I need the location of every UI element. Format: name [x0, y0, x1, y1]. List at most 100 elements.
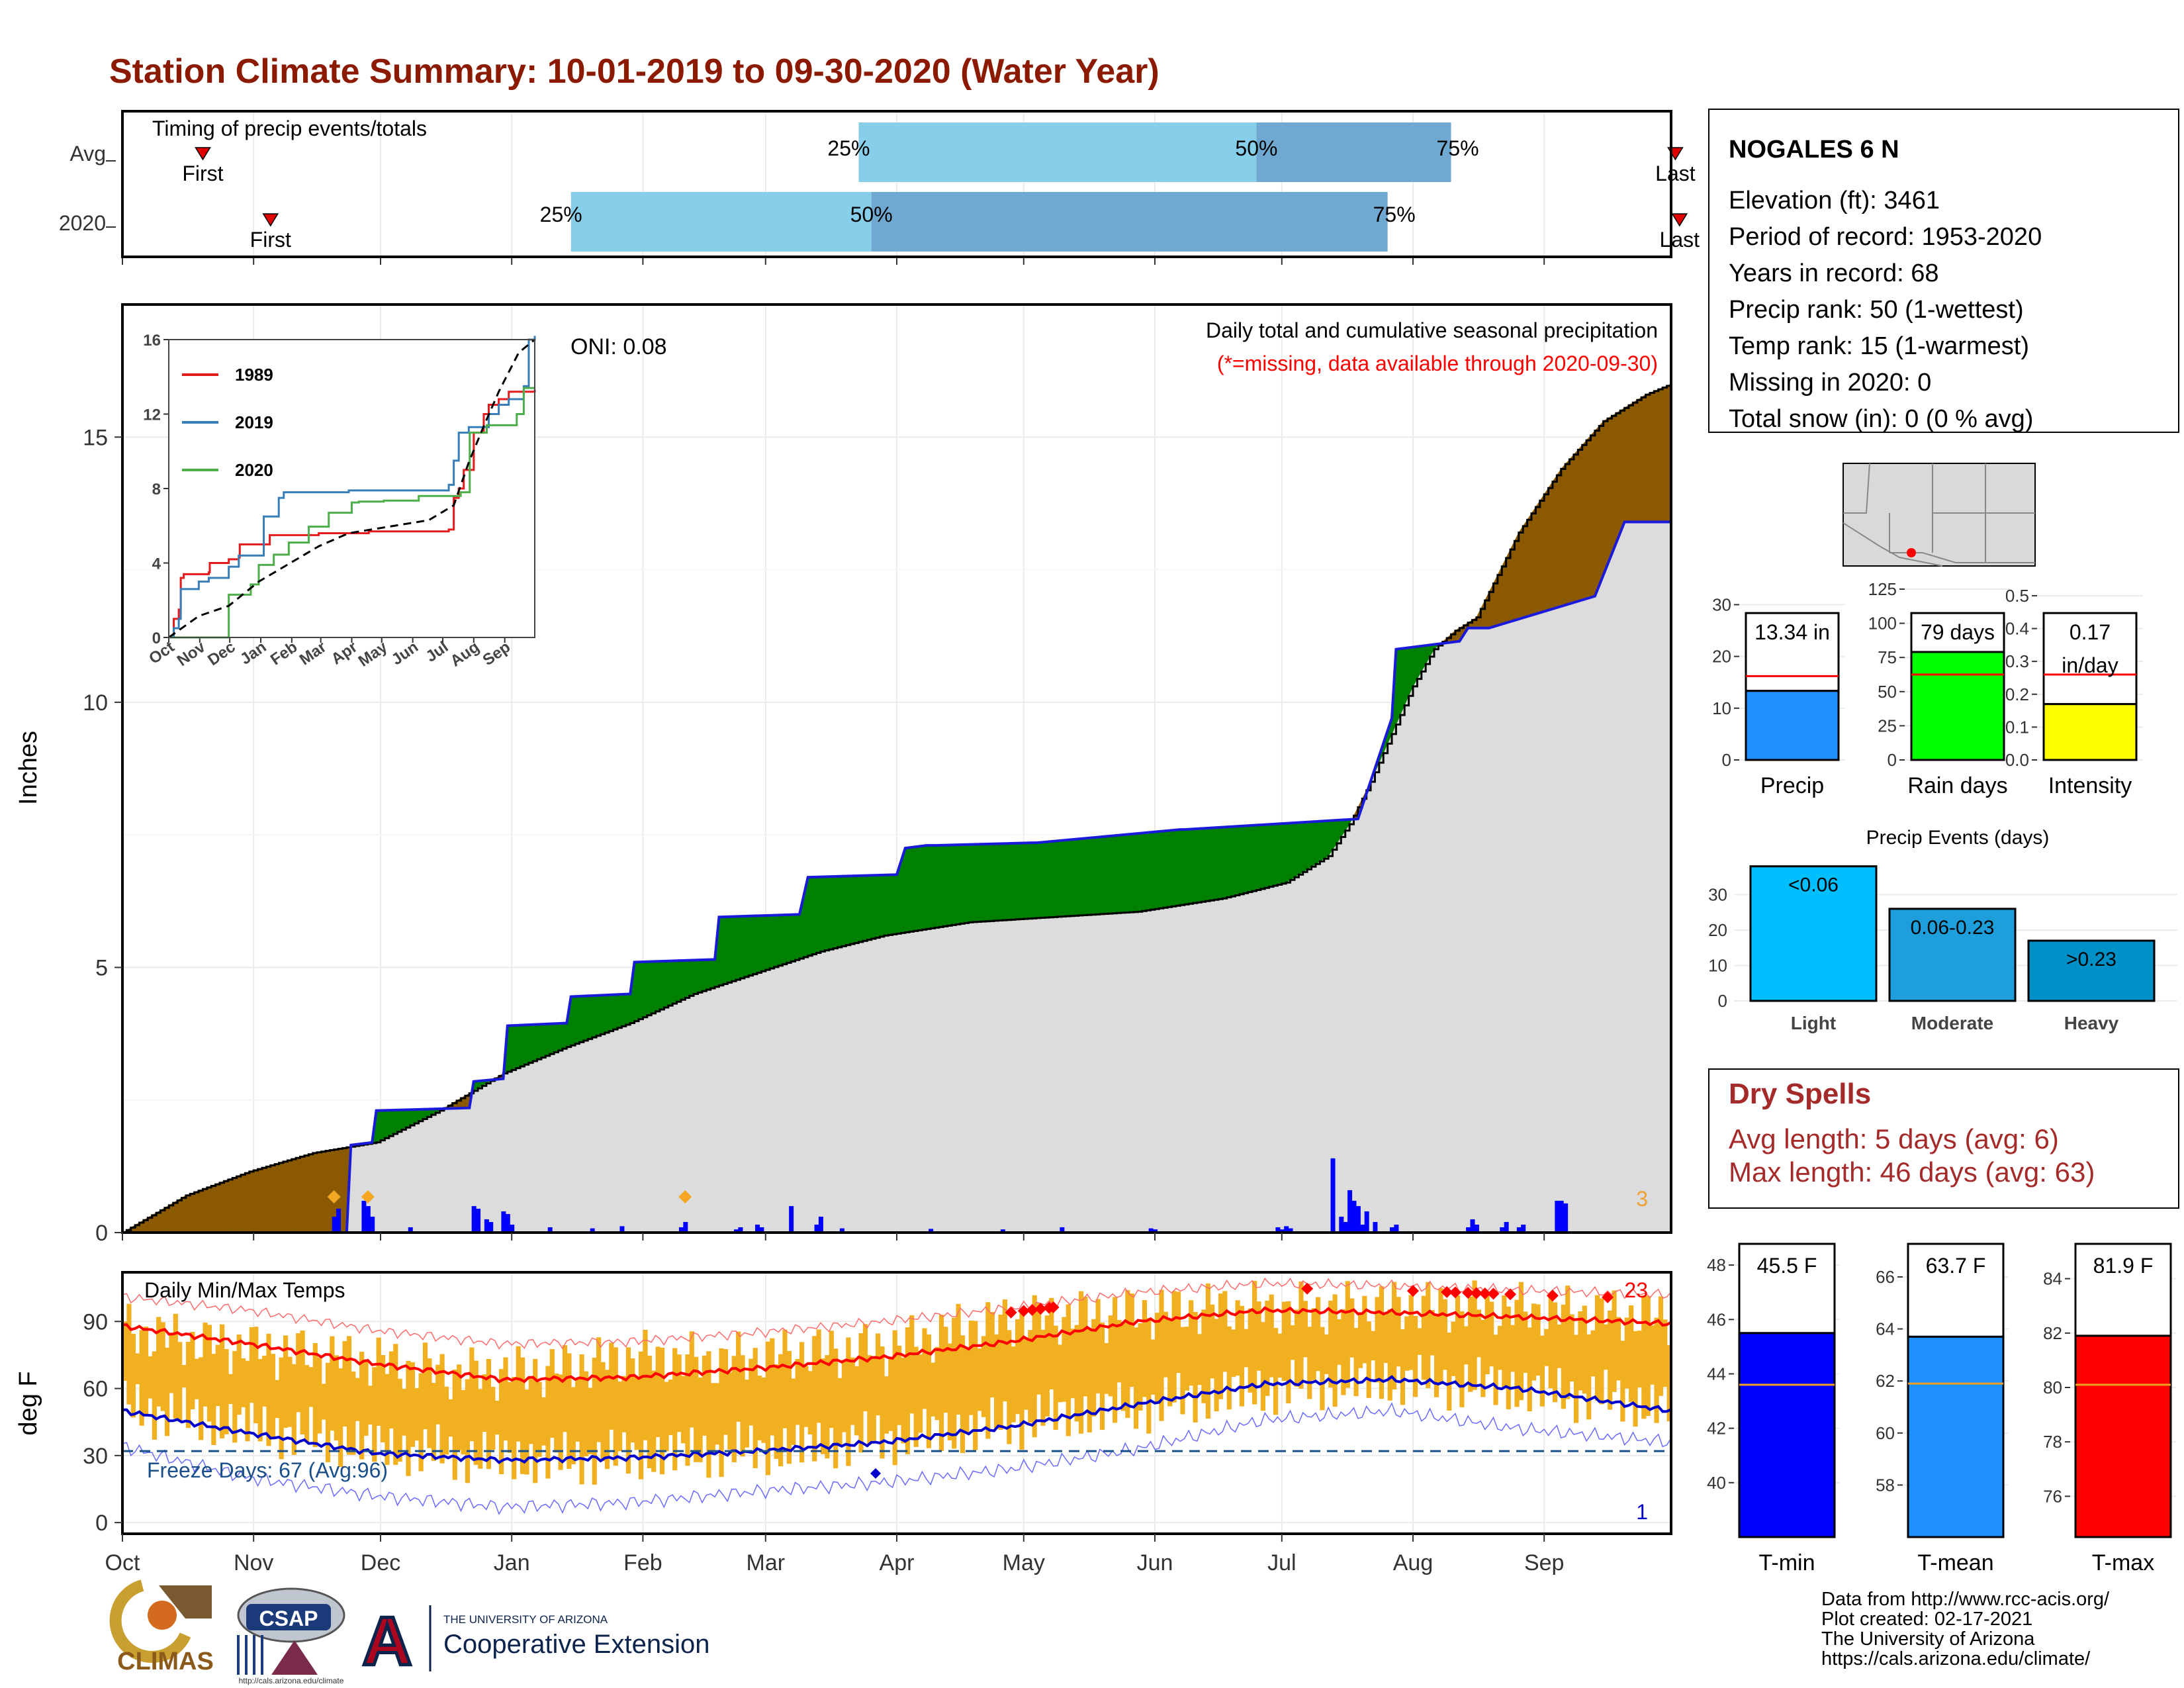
daily-temp-range-bar — [1197, 1334, 1203, 1385]
daily-precip-bar — [683, 1221, 688, 1233]
daily-temp-range-bar — [1573, 1335, 1579, 1423]
daily-precip-bar — [488, 1221, 494, 1233]
daily-temp-range-bar — [261, 1356, 267, 1407]
daily-precip-bar — [759, 1227, 764, 1233]
precip-surplus-fill — [397, 1109, 402, 1133]
location-map — [1843, 463, 2036, 567]
daily-temp-range-bar — [816, 1329, 821, 1423]
timing-label-25: 25% — [827, 136, 870, 160]
daily-precip-bar — [1504, 1221, 1509, 1233]
precip-surplus-fill — [1171, 829, 1177, 907]
events-bar-moderate — [1888, 908, 2017, 1002]
credits: Data from http://www.rcc-acis.org/ Plot … — [1821, 1589, 2110, 1669]
precip-surplus-fill — [634, 961, 639, 1022]
precip-surplus-fill — [756, 915, 762, 973]
ua-university-name: THE UNIVERSITY OF ARIZONA — [443, 1613, 608, 1626]
daily-temp-range-bar — [1070, 1329, 1075, 1399]
precip-surplus-fill — [1315, 821, 1320, 865]
daily-temp-range-bar — [1590, 1330, 1596, 1377]
daily-temp-range-bar — [211, 1354, 216, 1445]
daily-temp-range-bar — [694, 1356, 699, 1462]
precip-deficit-fill — [1561, 463, 1566, 607]
daily-temp-range-bar — [1349, 1298, 1355, 1358]
daily-temp-range-bar — [410, 1362, 415, 1447]
precip-surplus-fill — [1209, 827, 1214, 901]
season-y-tick-label: 20 — [1712, 647, 1731, 667]
daily-precip-bar — [1148, 1228, 1154, 1233]
precip-surplus-fill — [693, 959, 698, 994]
precip-events-title: Precip Events (days) — [1866, 827, 2050, 849]
season-totals-charts: 0 10 20 30 13.34 in Precip 0 25 50 75 100 125 79 day… — [1712, 579, 2143, 798]
daily-temp-range-bar — [1231, 1329, 1236, 1378]
daily-temp-range-bar — [1062, 1317, 1067, 1402]
daily-temp-range-bar — [833, 1348, 839, 1469]
events-bar-heavy — [2027, 939, 2156, 1002]
precip-surplus-fill — [710, 959, 715, 989]
daily-temp-range-bar — [516, 1346, 521, 1442]
daily-temp-range-bar — [596, 1337, 602, 1442]
precip-surplus-fill — [1129, 833, 1134, 913]
precip-surplus-fill — [1154, 831, 1160, 910]
daily-temp-range-bar — [1311, 1308, 1316, 1380]
precip-surplus-fill — [989, 843, 995, 921]
daily-temp-range-bar — [938, 1315, 944, 1451]
precip-surplus-fill — [1036, 842, 1041, 919]
daily-temp-range-bar — [1095, 1299, 1101, 1393]
record-high-marker — [1602, 1291, 1614, 1303]
events-y-tick-label: 20 — [1708, 920, 1727, 940]
precip-surplus-fill — [621, 994, 627, 1027]
daily-temp-range-bar — [494, 1400, 500, 1435]
daily-precip-bar — [619, 1226, 625, 1233]
daily-temp-range-bar — [1294, 1309, 1300, 1387]
temp-panel-label: Daily Min/Max Temps — [144, 1278, 345, 1302]
daily-temp-range-bar — [1171, 1291, 1177, 1403]
daily-temp-range-bar — [1298, 1281, 1304, 1389]
missing-data-marker — [361, 1190, 375, 1203]
precip-surplus-fill — [1281, 823, 1287, 884]
precip-surplus-fill — [685, 960, 690, 998]
daily-temp-range-bar — [457, 1364, 462, 1450]
average-min-line — [122, 1375, 1672, 1464]
precip-deficit-fill — [1641, 394, 1646, 522]
daily-precip-bar — [370, 1216, 375, 1233]
precip-surplus-fill — [735, 915, 741, 980]
precip-deficit-fill — [1619, 407, 1625, 533]
precip-surplus-fill — [1099, 836, 1105, 915]
daily-precip-bar — [484, 1219, 489, 1233]
daily-temp-range-bar — [588, 1387, 593, 1454]
precip-surplus-fill — [1048, 841, 1054, 918]
average-cumulative-line — [122, 384, 1672, 1234]
precip-surplus-fill — [1019, 843, 1024, 919]
precip-surplus-fill — [1040, 841, 1046, 918]
daily-temp-range-bar — [1184, 1327, 1189, 1391]
daily-temp-range-bar — [1594, 1295, 1600, 1401]
precip-surplus-fill — [951, 844, 956, 925]
precip-deficit-fill — [1603, 418, 1608, 575]
season-category-label: Precip — [1760, 773, 1824, 798]
ua-logo: A THE UNIVERSITY OF ARIZONA Cooperative … — [361, 1602, 710, 1682]
daily-temp-range-bar — [702, 1355, 707, 1436]
station-info-box: NOGALES 6 N Elevation (ft): 3461 Period … — [1708, 109, 2179, 433]
temp-mean-category-label: T-max — [2092, 1550, 2154, 1575]
month-label: Jan — [494, 1550, 530, 1575]
daily-temp-range-bar — [1599, 1298, 1604, 1405]
daily-precip-bar — [734, 1229, 739, 1233]
inset-y-tick-label: 4 — [152, 555, 161, 573]
precip-surplus-fill — [744, 915, 749, 978]
precip-surplus-fill — [702, 959, 707, 992]
month-label: Jun — [1137, 1550, 1173, 1575]
temp-mean-label-box — [1738, 1243, 1836, 1335]
daily-temp-range-bar — [443, 1386, 449, 1455]
missing-data-marker — [678, 1190, 692, 1203]
precip-surplus-fill — [1078, 838, 1083, 916]
season-label-box — [1745, 612, 1840, 692]
daily-temp-range-bar — [1615, 1317, 1621, 1381]
daily-temp-range-bar — [1244, 1329, 1249, 1368]
daily-temp-range-bar — [482, 1374, 487, 1432]
temp-mean-y-tick-label: 60 — [1876, 1423, 1895, 1443]
precip-deficit-fill — [1612, 412, 1617, 554]
precip-surplus-fill — [880, 874, 885, 937]
season-value-label-unit: in/day — [2062, 653, 2118, 677]
daily-temp-range-bar — [1336, 1319, 1342, 1365]
season-y-tick-label: 0.5 — [2005, 586, 2029, 606]
